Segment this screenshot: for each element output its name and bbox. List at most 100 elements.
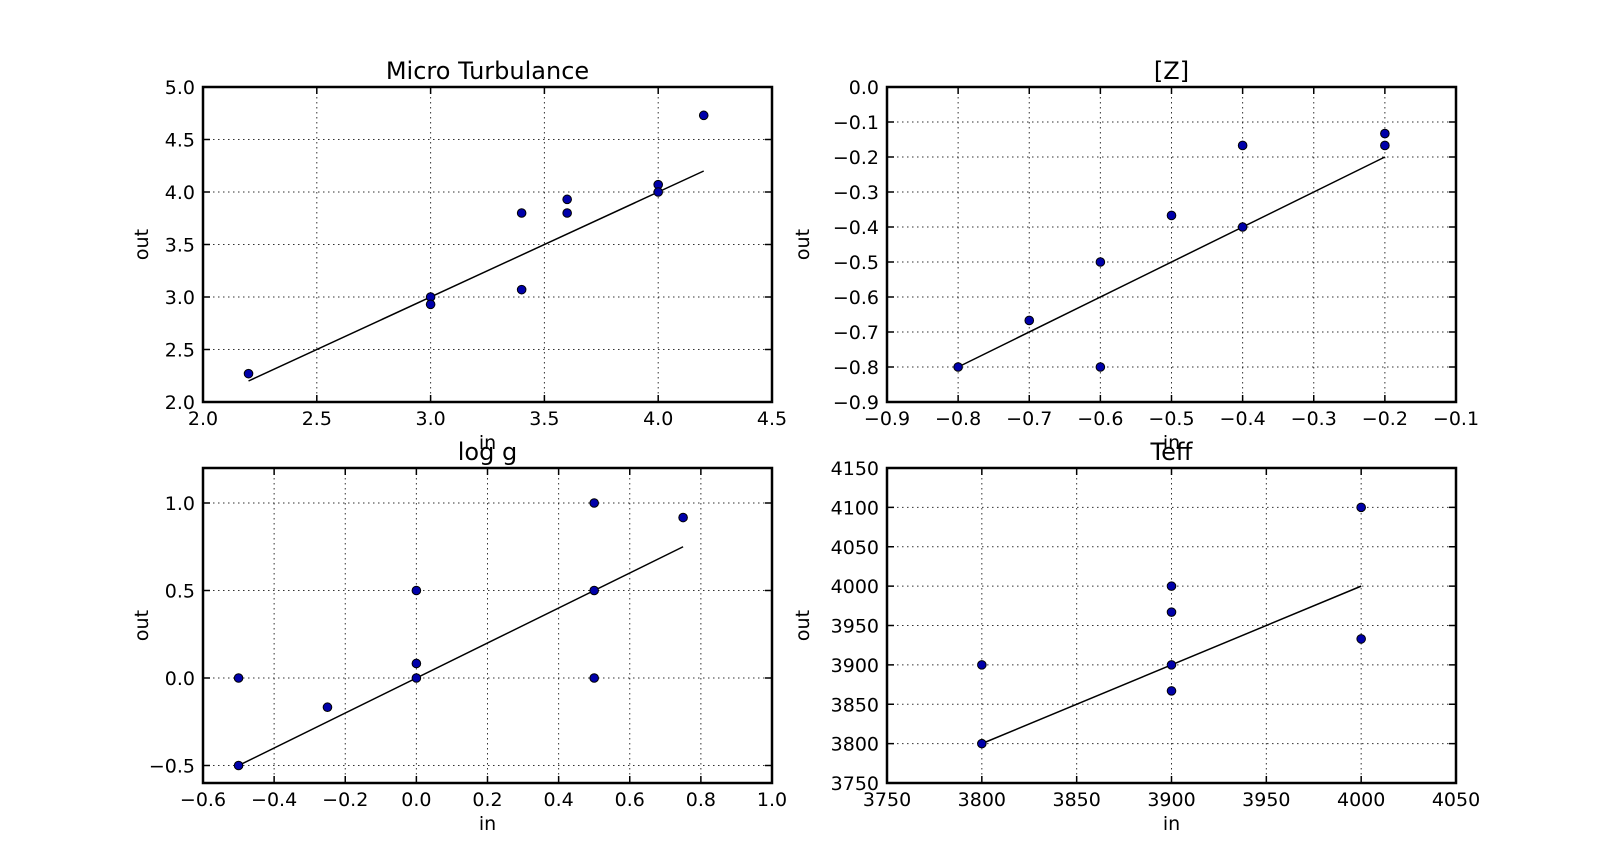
x-tick-label: −0.2: [1362, 408, 1408, 430]
x-tick-label: 1.0: [757, 789, 787, 811]
data-point: [1166, 581, 1177, 591]
data-point: [698, 110, 709, 121]
data-point: [233, 760, 244, 771]
x-tick-label: 3750: [863, 789, 911, 811]
y-tick-label: 4000: [831, 576, 879, 598]
x-tick-label: −0.5: [1148, 408, 1194, 430]
y-tick-label: −0.3: [833, 182, 879, 204]
x-tick-label: 0.6: [615, 789, 645, 811]
y-tick-label: 4050: [831, 537, 879, 559]
x-axis-label: in: [479, 432, 496, 454]
data-point: [411, 585, 422, 596]
data-point: [977, 738, 987, 749]
data-point: [1095, 362, 1106, 372]
y-axis-label: out: [131, 229, 153, 260]
data-point: [411, 658, 422, 669]
chart-title: log g: [458, 438, 517, 466]
chart-title: [Z]: [1154, 57, 1189, 85]
y-tick-label: 3900: [831, 655, 879, 677]
x-axis-label: in: [1163, 813, 1180, 835]
y-tick-label: −0.7: [833, 322, 879, 344]
y-tick-label: −0.5: [149, 756, 195, 778]
x-axis-label: in: [1163, 432, 1180, 454]
y-tick-label: 2.5: [165, 340, 195, 362]
data-point: [678, 512, 688, 523]
subplot-2: −0.9 −0.8 −0.7 −0.6 −0.5 −0.4 −0.3 −0.2 −0.1 −0.9…: [792, 57, 1479, 454]
data-point: [1356, 634, 1366, 644]
data-point: [1095, 257, 1106, 267]
x-tick-label: 2.0: [188, 408, 218, 430]
data-point: [1166, 660, 1177, 670]
axes-frame: [885, 466, 1458, 785]
data-point: [322, 702, 333, 713]
y-axis-label: out: [131, 610, 153, 641]
subplot-4: 3750 3800 3850 3900 3950 4000 4050 3750 3800 3850…: [792, 438, 1480, 835]
x-tick-label: −0.1: [1433, 408, 1479, 430]
y-tick-label: −0.4: [833, 217, 879, 239]
x-tick-label: 3900: [1147, 789, 1195, 811]
x-tick-label: 3.0: [415, 408, 445, 430]
axes-frame: [201, 466, 774, 785]
x-tick-label: −0.6: [1077, 408, 1123, 430]
data-point: [1024, 315, 1035, 326]
data-point: [425, 299, 436, 310]
data-point: [589, 673, 599, 683]
x-tick-label: −0.3: [1291, 408, 1337, 430]
data-point: [1166, 210, 1177, 221]
subplot-3: −0.6 −0.4 −0.2 0.0 0.2 0.4 0.6 0.8 1.0 −0.5 0.0 0.5…: [131, 438, 787, 835]
y-tick-label: 0.0: [165, 668, 195, 690]
y-tick-label: 3750: [831, 773, 879, 795]
x-tick-label: 4.0: [643, 408, 673, 430]
fit-line: [957, 156, 1386, 368]
y-tick-label: 0.0: [849, 77, 879, 99]
data-point: [953, 362, 963, 372]
y-tick-label: 3.5: [165, 235, 195, 257]
fit-line: [248, 170, 705, 382]
data-point: [1380, 140, 1390, 151]
data-point: [233, 673, 244, 683]
x-tick-label: 2.5: [302, 408, 332, 430]
data-point: [516, 284, 527, 295]
data-point: [977, 660, 987, 670]
data-point: [562, 194, 572, 205]
data-point: [653, 187, 664, 197]
data-point: [589, 585, 599, 596]
x-tick-label: 3950: [1242, 789, 1290, 811]
data-point: [411, 673, 422, 683]
y-tick-label: 1.0: [165, 493, 195, 515]
chart-title: Teff: [1150, 438, 1193, 466]
y-tick-label: 4150: [831, 458, 879, 480]
y-tick-label: −0.2: [833, 147, 879, 169]
y-tick-label: 5.0: [165, 77, 195, 99]
x-tick-label: 3850: [1052, 789, 1100, 811]
subplot-1: 2.0 2.5 3.0 3.5 4.0 4.5 2.0 2.5 3.0 3.5 4.0 4.5 5.0 M…: [131, 57, 787, 454]
axes-frame: [201, 85, 774, 404]
x-tick-label: −0.9: [864, 408, 910, 430]
x-tick-label: 0.4: [544, 789, 574, 811]
x-tick-label: 3800: [958, 789, 1006, 811]
y-tick-label: 2.0: [165, 392, 195, 414]
x-axis-label: in: [479, 813, 496, 835]
y-tick-label: 4100: [831, 497, 879, 519]
y-tick-label: 0.5: [165, 581, 195, 603]
x-tick-label: 3.5: [529, 408, 559, 430]
data-point: [589, 498, 599, 508]
x-tick-label: 4.5: [757, 408, 787, 430]
data-point: [1237, 140, 1248, 151]
x-tick-label: 0.0: [401, 789, 431, 811]
data-point: [516, 208, 527, 218]
data-point: [1166, 607, 1177, 617]
x-tick-label: 4000: [1337, 789, 1385, 811]
y-axis-label: out: [792, 229, 814, 260]
y-axis-label: out: [792, 610, 814, 641]
data-point: [243, 368, 254, 379]
data-point: [1237, 222, 1248, 232]
x-tick-label: −0.6: [180, 789, 226, 811]
data-point: [1166, 686, 1177, 696]
x-tick-label: −0.7: [1006, 408, 1052, 430]
y-tick-label: −0.5: [833, 252, 879, 274]
x-tick-label: 0.8: [686, 789, 716, 811]
y-tick-label: 3850: [831, 694, 879, 716]
